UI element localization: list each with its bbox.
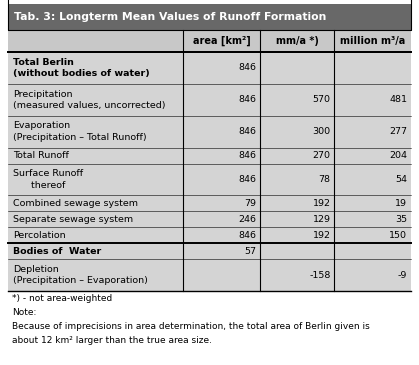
Text: Depletion
(Precipitation – Evaporation): Depletion (Precipitation – Evaporation) <box>13 265 148 285</box>
Text: about 12 km² larger than the true area size.: about 12 km² larger than the true area s… <box>12 336 212 345</box>
Text: 570: 570 <box>313 95 331 104</box>
Text: Separate sewage system: Separate sewage system <box>13 215 133 224</box>
Text: 78: 78 <box>318 175 331 184</box>
Bar <box>8 84 411 116</box>
Text: 846: 846 <box>238 127 256 136</box>
Text: 35: 35 <box>395 215 407 224</box>
Bar <box>8 164 411 195</box>
Text: 846: 846 <box>238 95 256 104</box>
Text: Note:: Note: <box>12 308 36 317</box>
Bar <box>8 147 411 164</box>
Text: 204: 204 <box>389 151 407 160</box>
Text: 54: 54 <box>395 175 407 184</box>
Text: 192: 192 <box>313 199 331 208</box>
Bar <box>8 259 411 291</box>
Text: 846: 846 <box>238 175 256 184</box>
Text: 192: 192 <box>313 231 331 240</box>
Text: 19: 19 <box>395 199 407 208</box>
Text: Total Runoff: Total Runoff <box>13 151 69 160</box>
Bar <box>8 116 411 147</box>
Text: 129: 129 <box>313 215 331 224</box>
Text: 246: 246 <box>238 215 256 224</box>
Text: Combined sewage system: Combined sewage system <box>13 199 138 208</box>
Text: 57: 57 <box>244 247 256 255</box>
Text: Evaporation
(Precipitation – Total Runoff): Evaporation (Precipitation – Total Runof… <box>13 122 147 142</box>
Bar <box>8 211 411 227</box>
Text: 846: 846 <box>238 151 256 160</box>
Text: Tab. 3: Longterm Mean Values of Runoff Formation: Tab. 3: Longterm Mean Values of Runoff F… <box>14 12 326 22</box>
Text: 270: 270 <box>313 151 331 160</box>
Bar <box>8 52 411 84</box>
Text: 300: 300 <box>312 127 331 136</box>
Text: 150: 150 <box>389 231 407 240</box>
Text: Total Berlin
(without bodies of water): Total Berlin (without bodies of water) <box>13 58 150 78</box>
Text: -158: -158 <box>309 270 331 280</box>
Text: *) - not area-weighted: *) - not area-weighted <box>12 294 112 303</box>
Bar <box>8 291 411 361</box>
Text: Surface Runoff
      thereof: Surface Runoff thereof <box>13 169 83 190</box>
Text: 846: 846 <box>238 231 256 240</box>
Text: Bodies of  Water: Bodies of Water <box>13 247 101 255</box>
Text: -9: -9 <box>398 270 407 280</box>
Text: area [km²]: area [km²] <box>193 36 251 46</box>
Bar <box>8 243 411 259</box>
Text: million m³/a: million m³/a <box>340 36 405 46</box>
Text: mm/a *): mm/a *) <box>276 36 318 46</box>
Bar <box>8 30 411 52</box>
Text: 277: 277 <box>389 127 407 136</box>
Text: 481: 481 <box>389 95 407 104</box>
Text: Precipitation
(measured values, uncorrected): Precipitation (measured values, uncorrec… <box>13 89 166 110</box>
Bar <box>8 195 411 211</box>
Text: 79: 79 <box>244 199 256 208</box>
Bar <box>8 227 411 243</box>
Text: 846: 846 <box>238 64 256 72</box>
Bar <box>8 4 411 30</box>
Text: Because of imprecisions in area determination, the total area of Berlin given is: Because of imprecisions in area determin… <box>12 322 370 331</box>
Text: Percolation: Percolation <box>13 231 66 240</box>
